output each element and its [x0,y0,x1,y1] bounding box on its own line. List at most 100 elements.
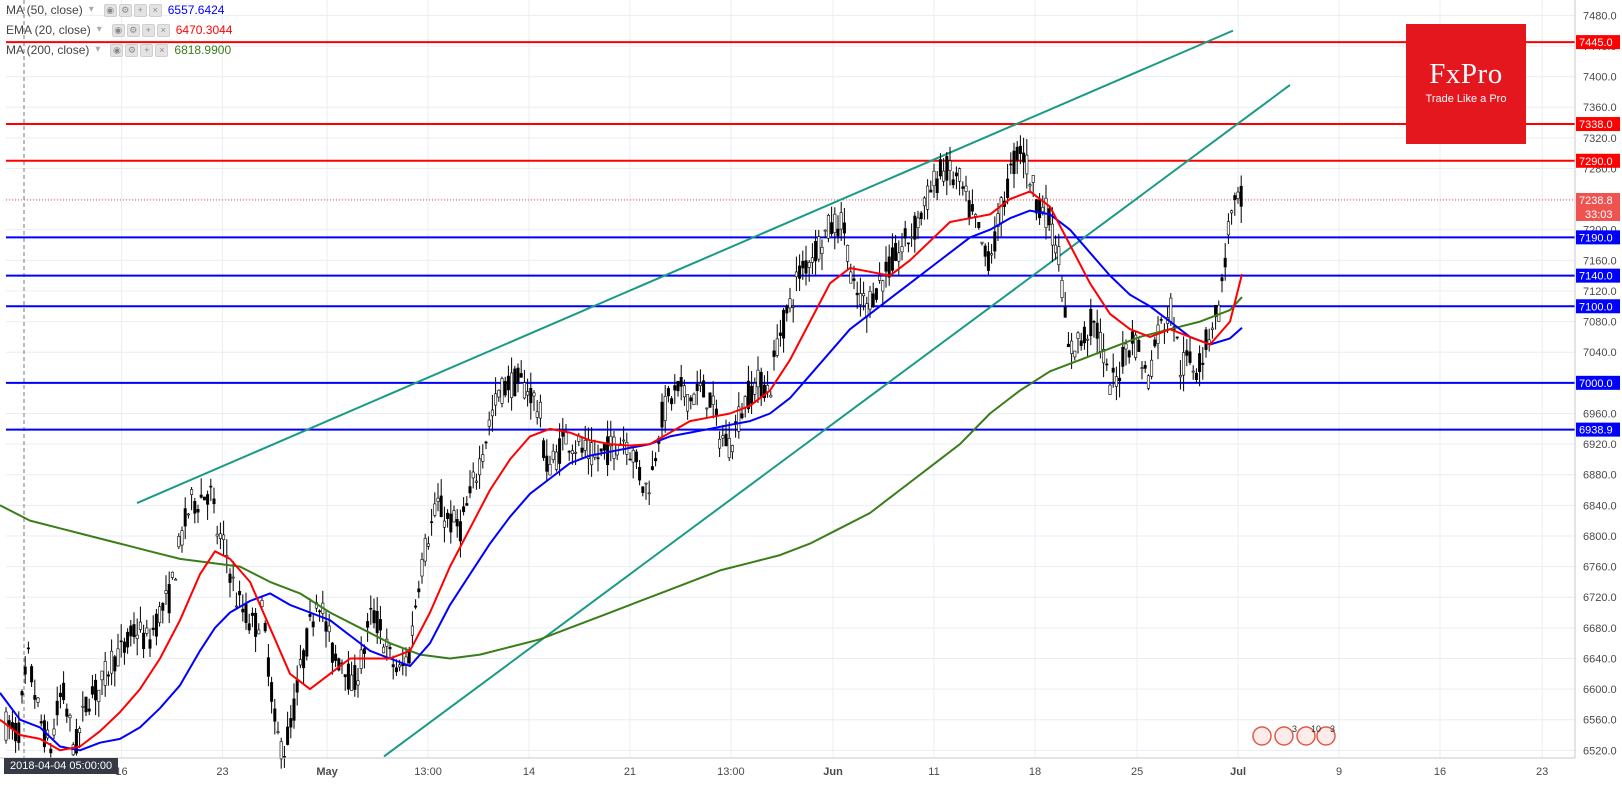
legend-ema20[interactable]: EMA (20, close) ▾ ◉ ⚙ + × 6470.3044 [6,23,232,37]
plus-icon[interactable]: + [141,23,155,37]
candle-body [260,600,264,607]
close-icon[interactable]: × [148,3,162,17]
close-icon[interactable]: × [155,43,169,57]
candle-body [724,433,728,447]
candle-body [948,160,952,171]
candle-body [1143,365,1147,369]
candle-body [343,674,347,678]
ma50-line [0,209,1243,752]
price-axis[interactable]: 6520.0 6560.0 6600.0 6640.0 6680.0 6720.0 6760… [1574,0,1622,784]
candle-body [926,185,930,210]
time-tick-label: 14 [523,766,535,778]
candle-body [849,271,853,284]
candle-body [202,496,206,501]
price-level-label: 7190.0 [1579,232,1613,244]
plus-icon[interactable]: + [133,3,147,17]
candle-body [446,512,450,519]
candle-body [126,631,130,648]
flag-icon[interactable] [1252,726,1272,746]
candle-body [1102,348,1106,364]
candle-body [858,293,862,305]
candle-body [212,498,216,505]
candle-body [1204,329,1208,350]
price-tick-label: 7480.0 [1583,10,1617,22]
legend-ema20-label: EMA (20, close) [6,23,91,37]
candle-body [836,228,840,237]
candle-body [1076,332,1080,339]
candle-body [1070,340,1074,354]
close-icon[interactable]: × [156,23,170,37]
candle-body [938,159,942,177]
candle-body [116,648,120,667]
candle-body [788,298,792,309]
candle-body [823,229,827,232]
candle-body [574,452,578,454]
candle-body [964,185,968,192]
candle-body [238,591,242,596]
gear-icon[interactable]: ⚙ [118,3,132,17]
price-tick-label: 7400.0 [1583,72,1617,84]
legend-ma200[interactable]: MA (200, close) ▾ ◉ ⚙ + × 6818.9900 [6,43,231,57]
candle-body [161,603,165,611]
chevron-down-icon[interactable]: ▾ [95,44,101,55]
candle-body [228,573,232,583]
chevron-down-icon[interactable]: ▾ [96,24,102,35]
flag-icon[interactable] [1296,726,1316,746]
eye-icon[interactable]: ◉ [110,43,124,57]
flag-icon[interactable] [1274,726,1294,746]
candle-body [247,623,251,631]
time-tick-label: 13:00 [414,766,442,778]
candle-body [718,438,722,449]
candle-body [362,648,366,654]
candle-body [1239,185,1243,207]
candle-body [84,696,88,713]
candle-body [762,384,766,398]
candle-body [106,674,110,677]
candle-body [583,439,587,451]
candle-body [980,241,984,244]
eye-icon[interactable]: ◉ [111,23,125,37]
eye-icon[interactable]: ◉ [103,3,117,17]
candle-body [135,634,139,639]
candle-body [711,395,715,405]
candle-body [1210,327,1214,330]
candle-body [999,197,1003,224]
events-badge[interactable]: 3 10 3 [1252,724,1336,746]
price-level-label: 7100.0 [1579,301,1613,313]
events-count: 10 [1311,724,1321,734]
candle-body [778,332,782,336]
candle-body [1063,306,1067,318]
plus-icon[interactable]: + [140,43,154,57]
chevron-down-icon[interactable]: ▾ [88,4,94,15]
candle-body [817,236,821,260]
legend-ma50-value: 6557.6424 [167,3,225,17]
candle-body [682,385,686,398]
candle-body [273,708,277,722]
time-axis[interactable]: 16 23 May 13:00 14 21 13:00 Jun 11 18 25 Jul 9 16 233 1… [0,724,1575,778]
candle-body [919,212,923,220]
candle-body [990,253,994,256]
candle-body [612,436,616,459]
legend-ma50[interactable]: MA (50, close) ▾ ◉ ⚙ + × 6557.6424 [6,3,224,17]
price-level-label: 7445.0 [1579,37,1613,49]
price-tick-label: 6920.0 [1583,439,1617,451]
candle-body [810,257,814,263]
candle-body [353,665,357,690]
price-tick-label: 7160.0 [1583,255,1617,267]
gear-icon[interactable]: ⚙ [126,23,140,37]
candle-body [650,466,654,470]
candle-body [350,674,354,691]
time-tick-label: 16 [115,766,127,778]
candle-body [452,510,456,523]
candle-body [993,231,997,252]
gear-icon[interactable]: ⚙ [125,43,139,57]
candle-body [705,407,709,410]
candle-body [398,664,402,668]
candle-body [868,290,872,310]
candle-body [1089,308,1093,337]
candle-body [516,367,520,384]
candle-body [580,447,584,453]
flag-icon[interactable] [1316,726,1336,746]
